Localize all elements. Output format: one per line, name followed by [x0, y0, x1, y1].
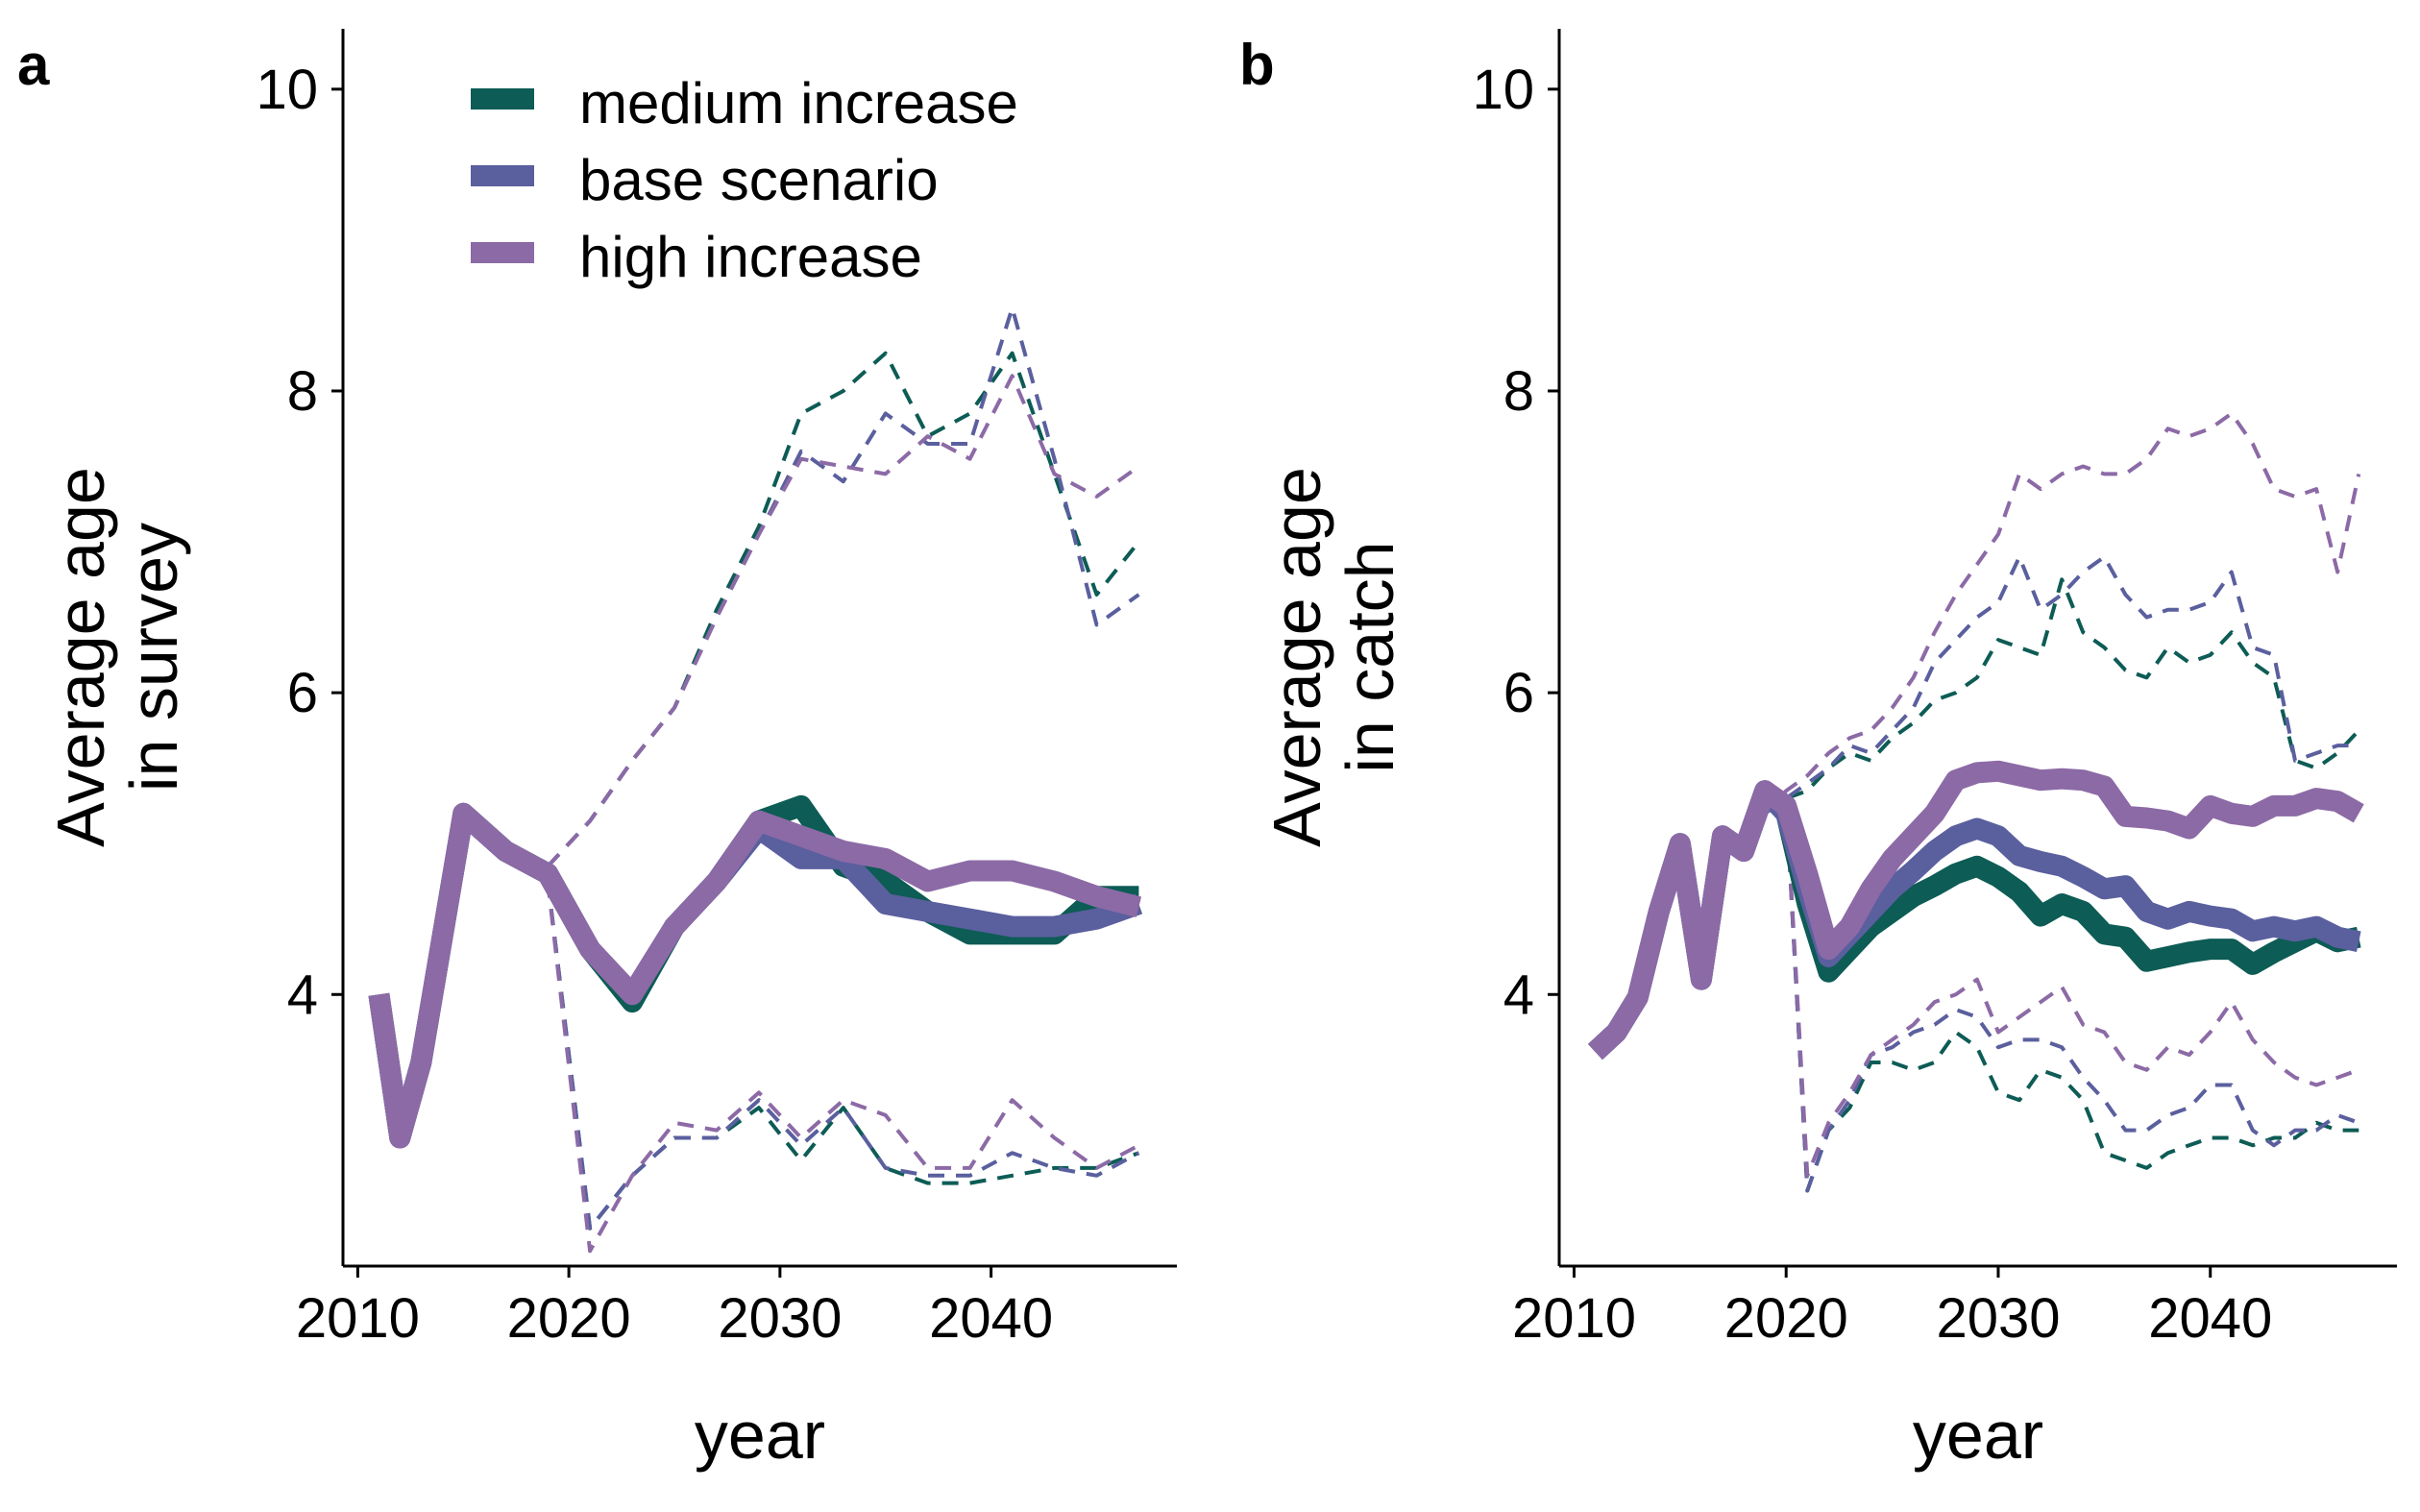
panel-tag-b: b: [1239, 33, 1275, 97]
band-line-7: [546, 881, 1140, 1231]
y-axis-title-line2: in survey: [116, 523, 191, 792]
band-line-5: [1763, 411, 2361, 816]
y-tick-label: 10: [1472, 59, 1534, 121]
band-line-5: [546, 374, 1140, 868]
legend: medium increase base scenario high incre…: [471, 71, 1018, 289]
legend-label-base-scenario: base scenario: [579, 148, 939, 212]
x-tick-label: 2010: [296, 1287, 420, 1350]
legend-swatch-base-scenario: [471, 165, 534, 186]
panel-a-axes: 4 6 8 10 2010 2020 2030 2040: [256, 29, 1177, 1350]
y-axis-title-line1: Average age: [1259, 467, 1334, 847]
band-line-3: [1763, 577, 2360, 816]
panel-b-axes: 4 6 8 10 2010 2020 2030 2040: [1472, 29, 2397, 1350]
legend-label-medium-increase: medium increase: [579, 71, 1018, 135]
band-line-8: [1763, 796, 2359, 1178]
band-line-4: [1763, 554, 2359, 816]
y-tick-label: 6: [1503, 662, 1534, 724]
panel-tag-a: a: [17, 33, 50, 97]
x-tick-label: 2020: [507, 1287, 631, 1350]
x-tick-label: 2040: [2148, 1287, 2272, 1350]
band-line-6: [546, 881, 1140, 1231]
y-tick-label: 6: [287, 662, 318, 724]
x-axis-title: year: [1913, 1398, 2043, 1473]
legend-label-high-increase: high increase: [579, 225, 922, 289]
panel-a: a 4 6 8 10 2010 2020 2030 2040 year Average age…: [17, 29, 1177, 1473]
y-tick-label: 4: [287, 963, 318, 1026]
x-tick-label: 2010: [1512, 1287, 1636, 1350]
x-tick-label: 2030: [718, 1287, 842, 1350]
x-axis-title: year: [695, 1398, 825, 1473]
legend-swatch-medium-increase: [471, 88, 534, 110]
band-line-4: [546, 305, 1140, 868]
x-tick-label: 2030: [1936, 1287, 2060, 1350]
band-line-3: [546, 351, 1140, 868]
y-axis-title-line1: Average age: [43, 467, 118, 847]
y-tick-label: 8: [287, 360, 318, 423]
x-tick-label: 2020: [1724, 1287, 1848, 1350]
y-tick-label: 10: [256, 59, 318, 121]
series-line-high-increase: [1588, 760, 2364, 1061]
x-tick-label: 2040: [929, 1287, 1053, 1350]
panel-a-series: [368, 305, 1143, 1254]
y-tick-label: 4: [1503, 963, 1534, 1026]
legend-swatch-high-increase: [471, 242, 534, 263]
series-line-base-scenario: [368, 802, 1143, 1149]
y-tick-label: 8: [1503, 360, 1534, 423]
band-line-7: [1763, 796, 2359, 1193]
panel-b-series: [1588, 411, 2364, 1193]
series-line-medium-increase: [368, 794, 1139, 1149]
series-line-high-increase: [368, 802, 1142, 1149]
y-axis-title-line2: in catch: [1332, 541, 1407, 772]
band-line-8: [546, 881, 1140, 1254]
panel-b: b 4 6 8 10 2010 2020 2030 2040 year Average age…: [1239, 29, 2397, 1473]
